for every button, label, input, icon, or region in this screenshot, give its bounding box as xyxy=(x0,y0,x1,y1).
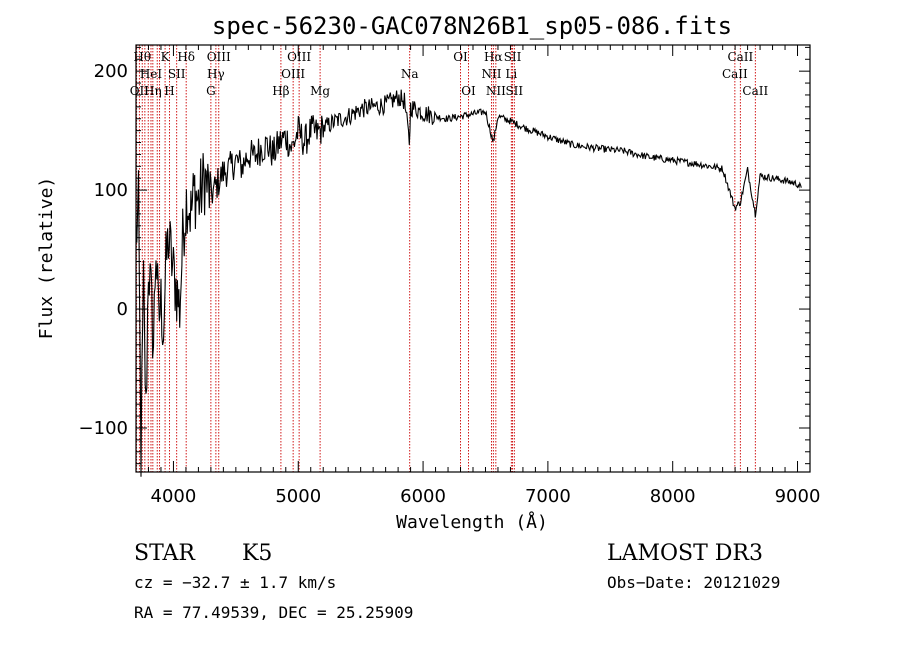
x-tick-label-5000: 5000 xyxy=(275,486,321,507)
object-subclass: K5 xyxy=(242,541,272,566)
line-marker-label-18: OIII xyxy=(287,50,311,64)
line-marker-label-19: Mg xyxy=(310,84,330,98)
line-marker-label-29: CaII xyxy=(722,67,748,81)
observation-date: Obs−Date: 20121029 xyxy=(607,573,780,592)
y-tick-label--100: −100 xyxy=(79,418,128,439)
line-marker-labels: OII Hθ HeI Hη K H SII Hδ G Hγ OIII Hβ OIII OIII Mg Na OI… xyxy=(130,50,769,98)
line-marker-label-6: Hη xyxy=(144,84,162,98)
plot-frame xyxy=(135,44,811,473)
redshift-velocity: cz = −32.7 ± 1.7 km/s xyxy=(134,573,336,592)
line-marker-label-20: Na xyxy=(401,67,419,81)
sky-coordinates: RA = 77.49539, DEC = 25.25909 xyxy=(134,603,413,622)
line-marker-label-30: CaII xyxy=(727,50,753,64)
y-tick-label-0: 0 xyxy=(117,299,128,320)
line-marker-label-22: OI xyxy=(461,84,476,98)
line-marker-label-14: Hγ xyxy=(207,67,225,81)
line-marker-label-15: OIII xyxy=(207,50,231,64)
x-tick-label-8000: 8000 xyxy=(650,486,696,507)
line-marker-label-27: SII xyxy=(504,50,522,64)
line-marker-label-13: G xyxy=(206,84,216,98)
object-class: STAR xyxy=(134,541,196,566)
y-axis-ticks xyxy=(136,46,810,465)
x-tick-label-6000: 6000 xyxy=(400,486,446,507)
line-marker-label-5: HeI xyxy=(140,67,163,81)
x-axis-label: Wavelength (Å) xyxy=(396,511,548,533)
line-markers xyxy=(136,45,756,472)
line-marker-label-1: OII xyxy=(130,84,150,98)
line-marker-label-28: SII xyxy=(505,84,523,98)
survey-name: LAMOST DR3 xyxy=(607,541,763,566)
x-axis-ticks xyxy=(135,45,811,472)
x-tick-label-4000: 4000 xyxy=(151,486,197,507)
line-marker-label-9: K xyxy=(161,50,171,64)
line-marker-label-25: NII xyxy=(486,84,506,98)
x-tick-label-7000: 7000 xyxy=(525,486,571,507)
x-axis-tick-labels: 4000 5000 6000 7000 8000 9000 xyxy=(151,486,821,507)
line-marker-label-21: OI xyxy=(453,50,468,64)
line-marker-label-12: Hδ xyxy=(177,50,195,64)
line-marker-label-11: SII xyxy=(168,67,186,81)
chart-title: spec-56230-GAC078N26B1_sp05-086.fits xyxy=(212,12,732,40)
spectrum-series xyxy=(135,89,802,477)
line-marker-label-31: CaII xyxy=(742,84,768,98)
y-tick-label-100: 100 xyxy=(94,180,128,201)
line-marker-label-26: Li xyxy=(505,67,517,81)
line-marker-label-2: Hθ xyxy=(133,50,151,64)
y-tick-label-200: 200 xyxy=(94,61,128,82)
line-marker-label-10: H xyxy=(164,84,174,98)
line-marker-label-23: NII xyxy=(481,67,501,81)
spectrum-line-0 xyxy=(135,89,802,477)
y-axis-label: Flux (relative) xyxy=(36,177,57,340)
line-marker-label-24: Hα xyxy=(484,50,503,64)
y-axis-tick-labels: −100 0 100 200 xyxy=(79,61,128,439)
line-marker-label-16: Hβ xyxy=(272,84,289,98)
x-tick-label-9000: 9000 xyxy=(775,486,821,507)
line-marker-label-17: OIII xyxy=(281,67,305,81)
